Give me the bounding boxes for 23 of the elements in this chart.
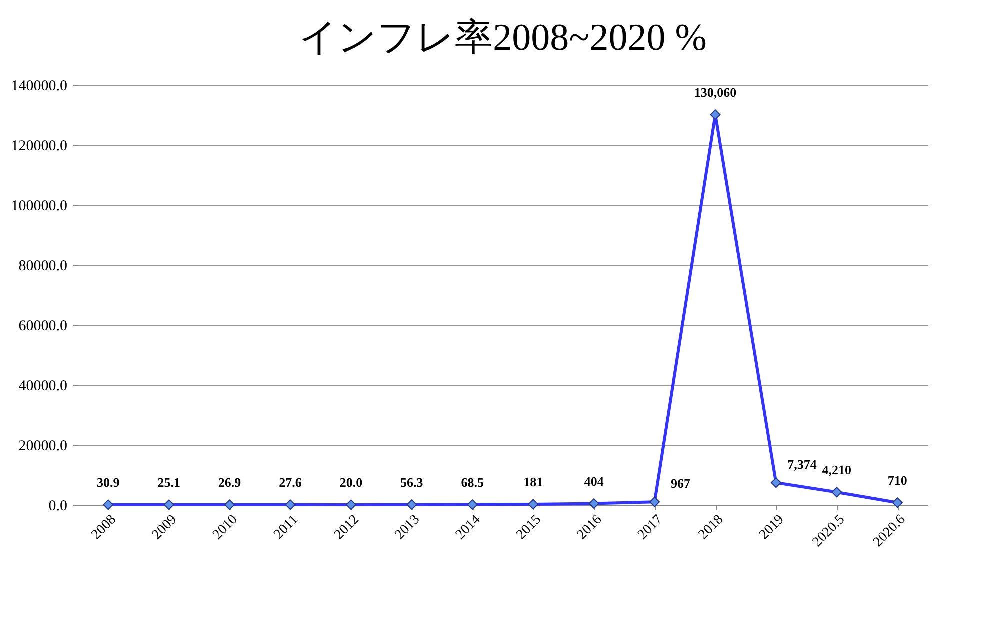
y-tick-label: 0.0 — [48, 498, 68, 514]
data-label: 130,060 — [694, 84, 737, 100]
data-label: 30.9 — [96, 474, 120, 490]
data-label: 27.6 — [279, 474, 302, 490]
y-tick-label: 80000.0 — [18, 258, 68, 274]
data-label: 7,374 — [788, 456, 818, 472]
y-tick-label: 100000.0 — [11, 198, 68, 214]
data-label: 25.1 — [158, 474, 180, 490]
y-tick-label: 60000.0 — [18, 318, 68, 334]
data-label: 710 — [888, 472, 908, 488]
y-tick-label: 140000.0 — [11, 78, 68, 94]
y-tick-label: 20000.0 — [18, 438, 68, 454]
data-label: 20.0 — [340, 474, 363, 490]
data-label: 56.3 — [400, 474, 424, 490]
data-label: 4,210 — [822, 462, 852, 478]
data-label: 967 — [671, 476, 692, 492]
data-label: 26.9 — [218, 474, 242, 490]
y-tick-label: 120000.0 — [11, 138, 68, 154]
y-tick-label: 40000.0 — [18, 378, 68, 394]
data-label: 68.5 — [461, 474, 485, 490]
data-label: 181 — [524, 474, 544, 490]
chart-title: インフレ率2008~2020 % — [299, 17, 707, 59]
data-label: 404 — [584, 474, 604, 489]
